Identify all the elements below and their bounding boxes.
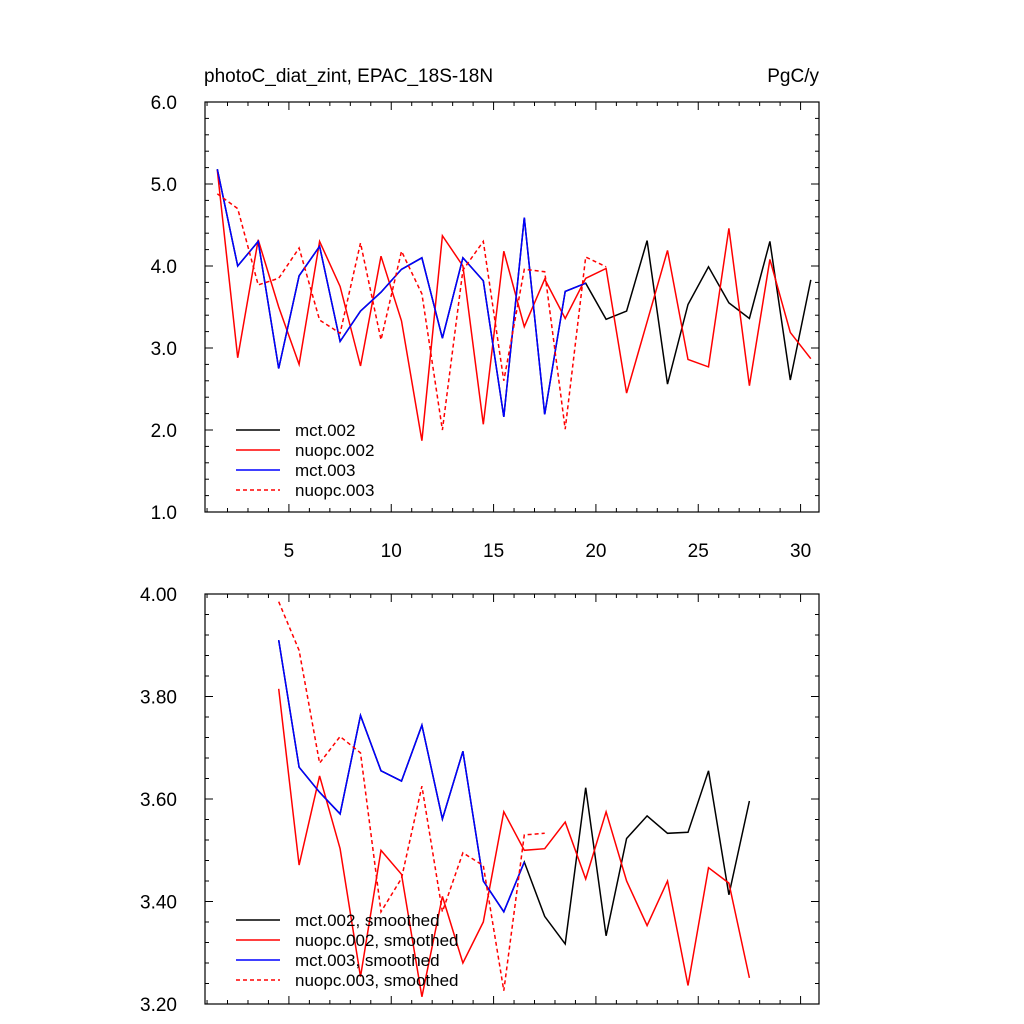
y-tick-label: 6.0 [151, 93, 177, 114]
top-axis-ticks: 1.0 2.0 3.0 4.0 5.0 6.0 5 10 15 20 25 30 [151, 93, 819, 562]
chart-title: photoC_diat_zint, EPAC_18S-18N [204, 66, 493, 87]
y-tick-label: 3.0 [151, 339, 177, 360]
legend-label-nuopc-002: nuopc.002 [295, 441, 374, 460]
top-series [216, 169, 812, 441]
bottom-series [277, 601, 751, 997]
series-line-mct-003 [216, 169, 586, 418]
series-line-mct-003-smoothed [277, 639, 525, 914]
x-tick-label: 25 [688, 541, 709, 562]
top-plot-frame [204, 101, 820, 513]
legend-label-mct-002: mct.002 [295, 421, 355, 440]
y-tick-label: 5.0 [151, 175, 177, 196]
bottom-plot-frame [204, 593, 820, 1005]
y-tick-label: 1.0 [151, 503, 177, 524]
y-tick-label: 3.60 [140, 790, 177, 811]
y-tick-label: 3.20 [140, 995, 177, 1016]
legend-label-nuopc-002-smoothed: nuopc.002, smoothed [295, 931, 459, 950]
x-tick-label: 5 [284, 541, 295, 562]
y-tick-label: 3.80 [140, 688, 177, 709]
x-tick-label: 20 [585, 541, 606, 562]
x-tick-label: 30 [790, 541, 811, 562]
series-line-nuopc-003 [216, 193, 607, 431]
legend-label-mct-002-smoothed: mct.002, smoothed [295, 911, 440, 930]
y-tick-label: 4.0 [151, 257, 177, 278]
bottom-axis-ticks: 3.20 3.40 3.60 3.80 4.00 [140, 585, 819, 1016]
legend-label-mct-003: mct.003 [295, 461, 355, 480]
legend-label-nuopc-003: nuopc.003 [295, 481, 374, 500]
bottom-panel: 3.203.403.603.804.00 mct.002, smoothednu… [140, 585, 820, 1016]
legend-label-mct-003-smoothed: mct.003, smoothed [295, 951, 440, 970]
top-panel: photoC_diat_zint, EPAC_18S-18N PgC/y 1.0… [151, 66, 820, 562]
legend-label-nuopc-003-smoothed: nuopc.003, smoothed [295, 971, 459, 990]
x-tick-label: 10 [381, 541, 402, 562]
y-tick-label: 3.40 [140, 893, 177, 914]
series-line-nuopc-003-smoothed [278, 601, 545, 991]
y-tick-label: 4.00 [140, 585, 177, 606]
chart-units: PgC/y [767, 66, 819, 87]
y-tick-label: 2.0 [151, 421, 177, 442]
series-line-nuopc-002 [216, 170, 812, 441]
x-tick-label: 15 [483, 541, 504, 562]
series-line-nuopc-002-smoothed [277, 688, 751, 997]
